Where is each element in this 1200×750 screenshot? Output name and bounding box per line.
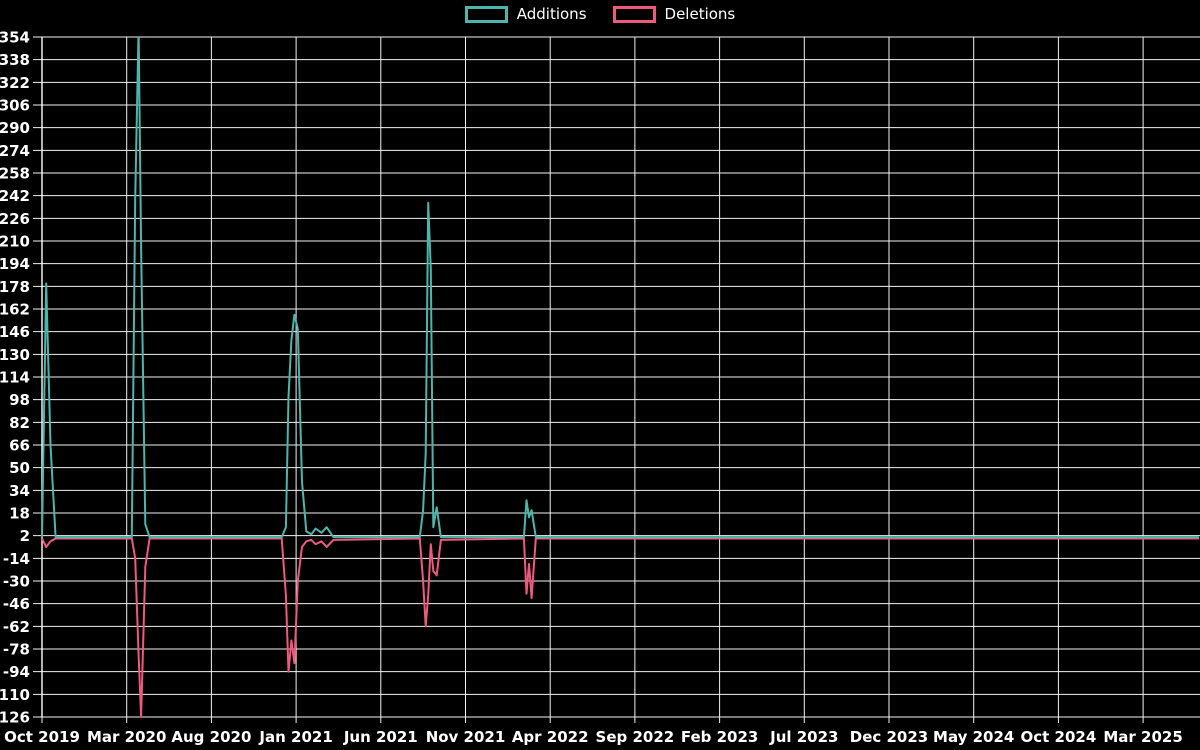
x-tick-label: Nov 2021 bbox=[426, 728, 506, 746]
y-tick-label: 50 bbox=[9, 459, 30, 477]
deletions-legend-swatch bbox=[612, 6, 656, 23]
y-tick-label: 258 bbox=[0, 165, 30, 183]
x-tick-label: Jan 2021 bbox=[258, 728, 332, 746]
y-tick-label: 2 bbox=[20, 527, 30, 545]
y-tick-label: -110 bbox=[0, 686, 30, 704]
y-tick-label: 130 bbox=[0, 346, 30, 364]
chart-legend: Additions Deletions bbox=[0, 6, 1200, 23]
y-tick-label: 66 bbox=[9, 437, 30, 455]
x-tick-label: Mar 2020 bbox=[87, 728, 166, 746]
x-tick-label: Dec 2023 bbox=[850, 728, 929, 746]
deletions-line bbox=[41, 537, 1199, 718]
y-axis-labels: 354 338 322 306 290 274 258 242 226 210 194 178 162 1… bbox=[0, 29, 30, 727]
y-tick-label: 146 bbox=[0, 323, 30, 341]
y-tick-label: -94 bbox=[3, 663, 30, 681]
x-tick-label: Mar 2025 bbox=[1103, 728, 1182, 746]
x-tick-label: Feb 2023 bbox=[681, 728, 759, 746]
legend-item-additions[interactable]: Additions bbox=[464, 5, 587, 23]
y-tick-label: -14 bbox=[3, 550, 30, 568]
y-tick-label: 34 bbox=[9, 482, 30, 500]
legend-item-deletions[interactable]: Deletions bbox=[612, 5, 736, 23]
y-tick-label: 338 bbox=[0, 51, 30, 69]
y-tick-label: 242 bbox=[0, 187, 30, 205]
y-tick-label: -78 bbox=[3, 641, 30, 659]
x-tick-label: Aug 2020 bbox=[171, 728, 251, 746]
additions-legend-label: Additions bbox=[516, 5, 587, 23]
gridlines bbox=[33, 36, 1200, 723]
x-tick-label: Jun 2021 bbox=[343, 728, 418, 746]
additions-line bbox=[41, 37, 1199, 539]
deletions-legend-label: Deletions bbox=[664, 5, 736, 23]
x-tick-label: Apr 2022 bbox=[512, 728, 589, 746]
y-tick-label: 82 bbox=[9, 414, 30, 432]
y-tick-label: -46 bbox=[3, 595, 30, 613]
y-tick-label: 194 bbox=[0, 255, 30, 273]
y-tick-label: 210 bbox=[0, 233, 30, 251]
y-tick-label: -30 bbox=[3, 573, 30, 591]
x-tick-label: Oct 2019 bbox=[4, 728, 80, 746]
y-tick-label: 274 bbox=[0, 142, 30, 160]
x-tick-label: May 2024 bbox=[933, 728, 1014, 746]
y-tick-label: 162 bbox=[0, 301, 30, 319]
y-tick-label: 114 bbox=[0, 369, 30, 387]
y-tick-label: 354 bbox=[0, 29, 30, 47]
y-tick-label: 306 bbox=[0, 97, 30, 115]
y-tick-label: 226 bbox=[0, 210, 30, 228]
x-tick-label: Jul 2023 bbox=[769, 728, 838, 746]
x-tick-label: Oct 2024 bbox=[1021, 728, 1097, 746]
x-axis-labels: Oct 2019 Mar 2020 Aug 2020 Jan 2021 Jun 2021… bbox=[4, 728, 1183, 746]
y-tick-label: 18 bbox=[9, 505, 30, 523]
additions-legend-swatch bbox=[464, 6, 508, 23]
y-tick-label: 290 bbox=[0, 119, 30, 137]
y-tick-label: 98 bbox=[9, 391, 30, 409]
y-tick-label: 178 bbox=[0, 278, 30, 296]
y-tick-label: 322 bbox=[0, 74, 30, 92]
y-tick-label: -62 bbox=[3, 618, 30, 636]
y-tick-label: -126 bbox=[0, 709, 30, 727]
x-tick-label: Sep 2022 bbox=[596, 728, 675, 746]
